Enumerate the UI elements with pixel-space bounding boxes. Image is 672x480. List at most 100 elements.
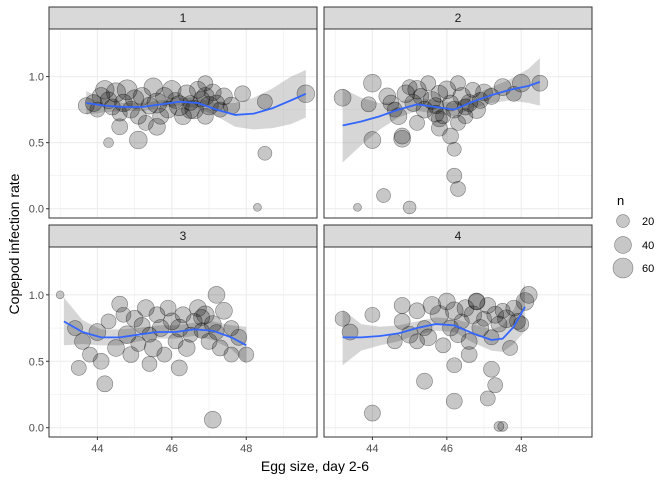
data-point (460, 333, 478, 350)
data-point (162, 80, 182, 100)
data-point (334, 310, 351, 327)
x-axis-title: Egg size, day 2-6 (261, 458, 369, 474)
data-point (197, 75, 214, 91)
data-point (446, 141, 462, 157)
data-point (82, 346, 98, 363)
data-point (159, 299, 177, 317)
data-point (144, 338, 163, 358)
data-point (497, 309, 516, 328)
facet-panel-1: 1 (48, 6, 318, 219)
y-tick-label: 0.0 (29, 204, 44, 216)
data-point (196, 305, 215, 324)
x-tick-label: 44 (91, 443, 103, 455)
data-point (174, 107, 192, 125)
gridlines (324, 247, 592, 437)
data-point (353, 203, 362, 212)
data-point (137, 115, 154, 131)
confidence-band (342, 58, 540, 163)
data-point (208, 94, 225, 112)
data-point (156, 346, 173, 363)
data-point (223, 346, 240, 363)
facet-panels: 1 2 3 4 (48, 6, 593, 438)
data-point (77, 97, 95, 114)
data-point (431, 119, 448, 137)
legend-label: 20 (642, 216, 654, 228)
facet-strip-label: 2 (455, 11, 462, 25)
data-point (490, 315, 508, 333)
data-point (167, 333, 184, 350)
data-points (334, 286, 538, 432)
data-point (333, 88, 352, 107)
data-point (174, 306, 192, 324)
data-point (442, 94, 459, 112)
smooth-line (86, 92, 307, 116)
data-point (177, 339, 196, 357)
data-point (107, 339, 125, 357)
data-point (393, 127, 411, 145)
data-point (426, 104, 445, 123)
data-point (502, 340, 518, 356)
legend-label: 60 (642, 263, 654, 275)
legend-title: n (617, 193, 624, 208)
data-point (472, 92, 489, 109)
data-point (431, 110, 448, 128)
facet-panel-2: 2 (323, 6, 593, 219)
data-point (103, 137, 114, 148)
data-point (483, 360, 500, 378)
data-point (445, 392, 463, 410)
data-point (143, 77, 163, 97)
data-point (465, 81, 481, 98)
data-point (360, 96, 377, 113)
y-tick-label: 0.0 (29, 423, 44, 435)
data-point (155, 87, 174, 106)
gridlines (324, 29, 592, 218)
data-point (364, 306, 381, 323)
data-point (393, 297, 411, 314)
panel-border (48, 28, 318, 219)
data-point (95, 80, 115, 100)
data-point (130, 107, 147, 125)
data-point (476, 310, 492, 327)
panel-border (48, 246, 318, 438)
smooth-line (342, 81, 541, 127)
data-point (460, 346, 478, 363)
data-point (125, 89, 145, 109)
data-point (189, 81, 207, 99)
y-tick-label: 1.0 (29, 72, 44, 84)
data-point (130, 336, 147, 352)
panel-background (324, 247, 592, 437)
legend-key-circle (612, 257, 634, 279)
data-point (378, 87, 397, 106)
data-point (148, 118, 166, 136)
size-legend: n 20 40 60 (612, 193, 654, 279)
data-point (487, 377, 504, 393)
data-point (88, 323, 107, 341)
data-point (132, 87, 152, 106)
data-point (96, 375, 114, 393)
data-point (106, 82, 126, 103)
data-point (363, 131, 382, 149)
data-point (341, 323, 359, 341)
data-point (416, 372, 433, 390)
data-point (531, 74, 549, 92)
data-point (204, 315, 222, 333)
data-point (438, 292, 456, 311)
data-point (168, 95, 190, 116)
data-point (204, 83, 222, 102)
data-point (419, 328, 437, 347)
data-point (452, 87, 471, 106)
data-point (483, 88, 500, 105)
data-point (505, 299, 523, 317)
data-point (409, 333, 425, 350)
data-point (257, 93, 273, 110)
data-point (215, 302, 233, 320)
data-point (148, 306, 166, 324)
data-point (200, 333, 218, 350)
data-point (363, 74, 382, 93)
data-point (115, 306, 132, 323)
data-point (215, 87, 233, 106)
data-point (129, 130, 148, 150)
data-point (393, 313, 411, 330)
y-axis-title: Copepod infection rate (6, 173, 22, 314)
